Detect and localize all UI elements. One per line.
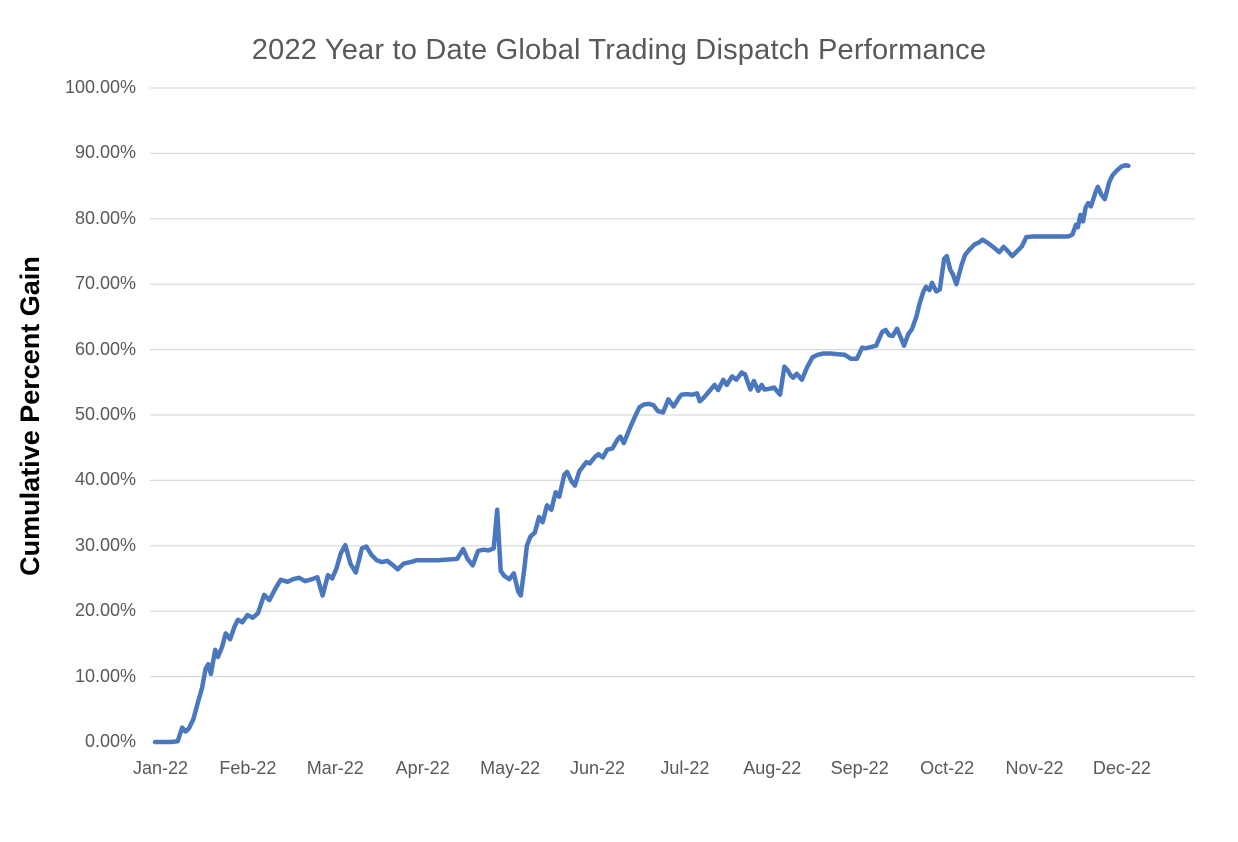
y-tick-label: 40.00% bbox=[74, 469, 136, 490]
performance-line bbox=[152, 162, 1131, 745]
y-tick-label: 50.00% bbox=[74, 404, 136, 424]
y-tick-label: 30.00% bbox=[74, 534, 136, 555]
x-tick-label: Mar-22 bbox=[306, 758, 364, 778]
y-tick-label: 80.00% bbox=[74, 207, 136, 228]
x-tick-label: Feb-22 bbox=[219, 758, 277, 778]
y-tick-label: 10.00% bbox=[74, 665, 136, 686]
y-tick-label: 90.00% bbox=[74, 142, 136, 163]
y-tick-label: 0.00% bbox=[84, 731, 136, 751]
x-tick-label: Oct-22 bbox=[920, 758, 975, 778]
y-tick-label: 100.00% bbox=[64, 77, 136, 97]
x-tick-label: Sep-22 bbox=[830, 758, 889, 778]
x-tick-label: May-22 bbox=[480, 758, 541, 778]
y-tick-label: 20.00% bbox=[74, 600, 136, 621]
chart-title: 2022 Year to Date Global Trading Dispatc… bbox=[251, 34, 987, 66]
x-tick-label: Jul-22 bbox=[660, 758, 710, 778]
x-tick-label: Nov-22 bbox=[1005, 758, 1064, 778]
y-tick-label: 60.00% bbox=[74, 338, 136, 359]
x-tick-label: Apr-22 bbox=[395, 758, 450, 778]
x-tick-label: Dec-22 bbox=[1092, 758, 1151, 778]
x-tick-label: Aug-22 bbox=[743, 758, 802, 778]
y-tick-label: 70.00% bbox=[74, 273, 136, 294]
x-tick-label: Jan-22 bbox=[132, 758, 189, 778]
x-tick-label: Jun-22 bbox=[569, 758, 626, 778]
